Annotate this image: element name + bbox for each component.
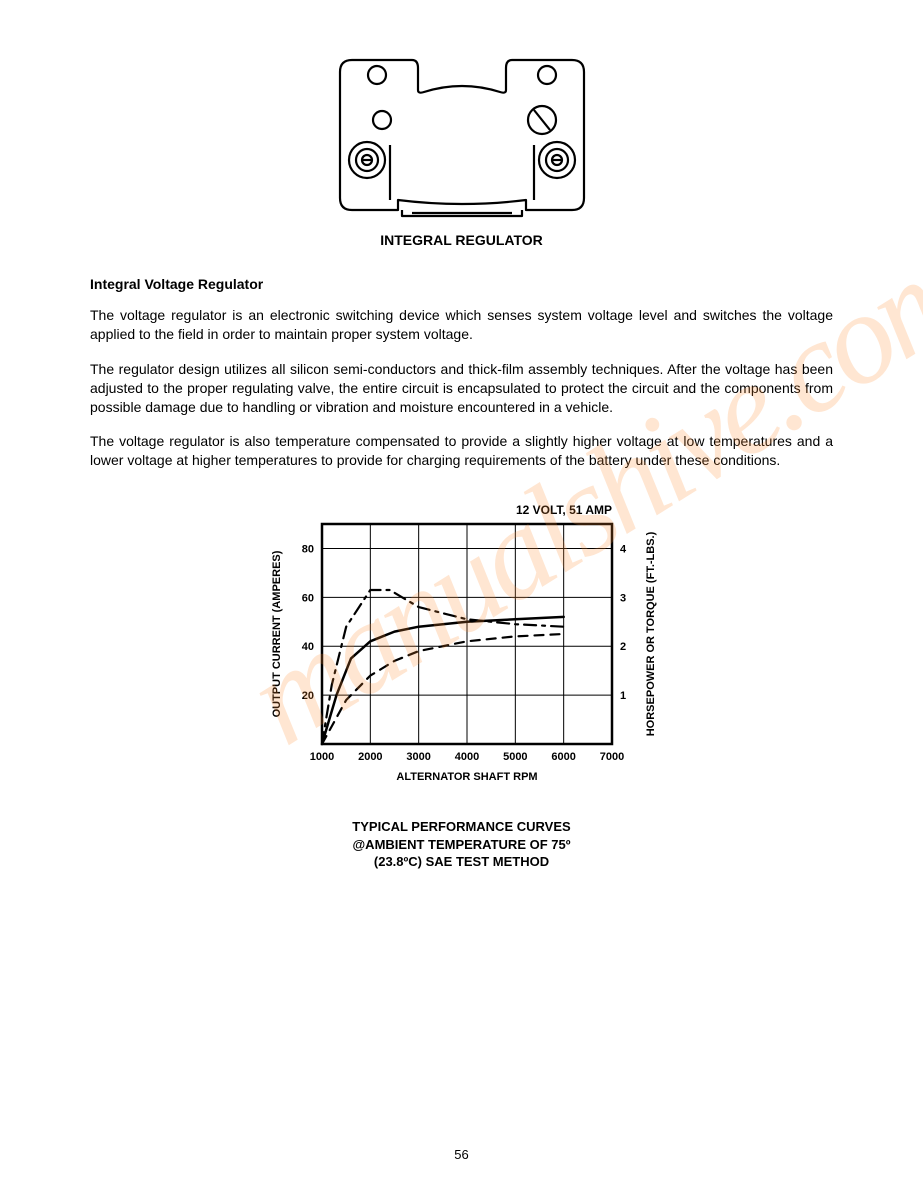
svg-text:3: 3 (620, 593, 626, 605)
svg-text:40: 40 (301, 641, 313, 653)
chart-caption: TYPICAL PERFORMANCE CURVES @AMBIENT TEMP… (90, 818, 833, 871)
paragraph-2: The regulator design utilizes all silico… (90, 360, 833, 417)
figure-caption: INTEGRAL REGULATOR (90, 232, 833, 248)
chart-svg: 12 VOLT, 51 AMP 1000 2000 3000 4000 5000 6000 7… (252, 494, 672, 804)
svg-text:5000: 5000 (503, 751, 527, 763)
svg-text:2000: 2000 (358, 751, 382, 763)
page-number: 56 (0, 1147, 923, 1162)
performance-chart: 12 VOLT, 51 AMP 1000 2000 3000 4000 5000 6000 7… (90, 494, 833, 804)
svg-text:1: 1 (620, 690, 626, 702)
svg-text:3000: 3000 (406, 751, 430, 763)
paragraph-3: The voltage regulator is also temperatur… (90, 432, 833, 470)
svg-text:HORSEPOWER OR TORQUE (FT.-LBS.: HORSEPOWER OR TORQUE (FT.-LBS.) (645, 532, 657, 737)
svg-text:20: 20 (301, 690, 313, 702)
svg-text:2: 2 (620, 641, 626, 653)
svg-text:ALTERNATOR SHAFT RPM: ALTERNATOR SHAFT RPM (396, 771, 537, 783)
svg-text:80: 80 (301, 544, 313, 556)
svg-text:60: 60 (301, 593, 313, 605)
section-heading: Integral Voltage Regulator (90, 276, 833, 292)
paragraph-1: The voltage regulator is an electronic s… (90, 306, 833, 344)
document-page: manualshive.com (0, 0, 923, 1192)
chart-caption-line2: @AMBIENT TEMPERATURE OF 75º (353, 837, 571, 852)
svg-text:4000: 4000 (454, 751, 478, 763)
svg-text:OUTPUT CURRENT (AMPERES): OUTPUT CURRENT (AMPERES) (271, 550, 283, 717)
svg-text:12 VOLT, 51 AMP: 12 VOLT, 51 AMP (515, 503, 611, 517)
svg-text:4: 4 (620, 544, 627, 556)
svg-text:6000: 6000 (551, 751, 575, 763)
chart-caption-line3: (23.8ºC) SAE TEST METHOD (374, 854, 549, 869)
regulator-figure (90, 50, 833, 220)
svg-text:1000: 1000 (309, 751, 333, 763)
chart-caption-line1: TYPICAL PERFORMANCE CURVES (352, 819, 570, 834)
regulator-svg (312, 50, 612, 220)
svg-text:7000: 7000 (599, 751, 623, 763)
